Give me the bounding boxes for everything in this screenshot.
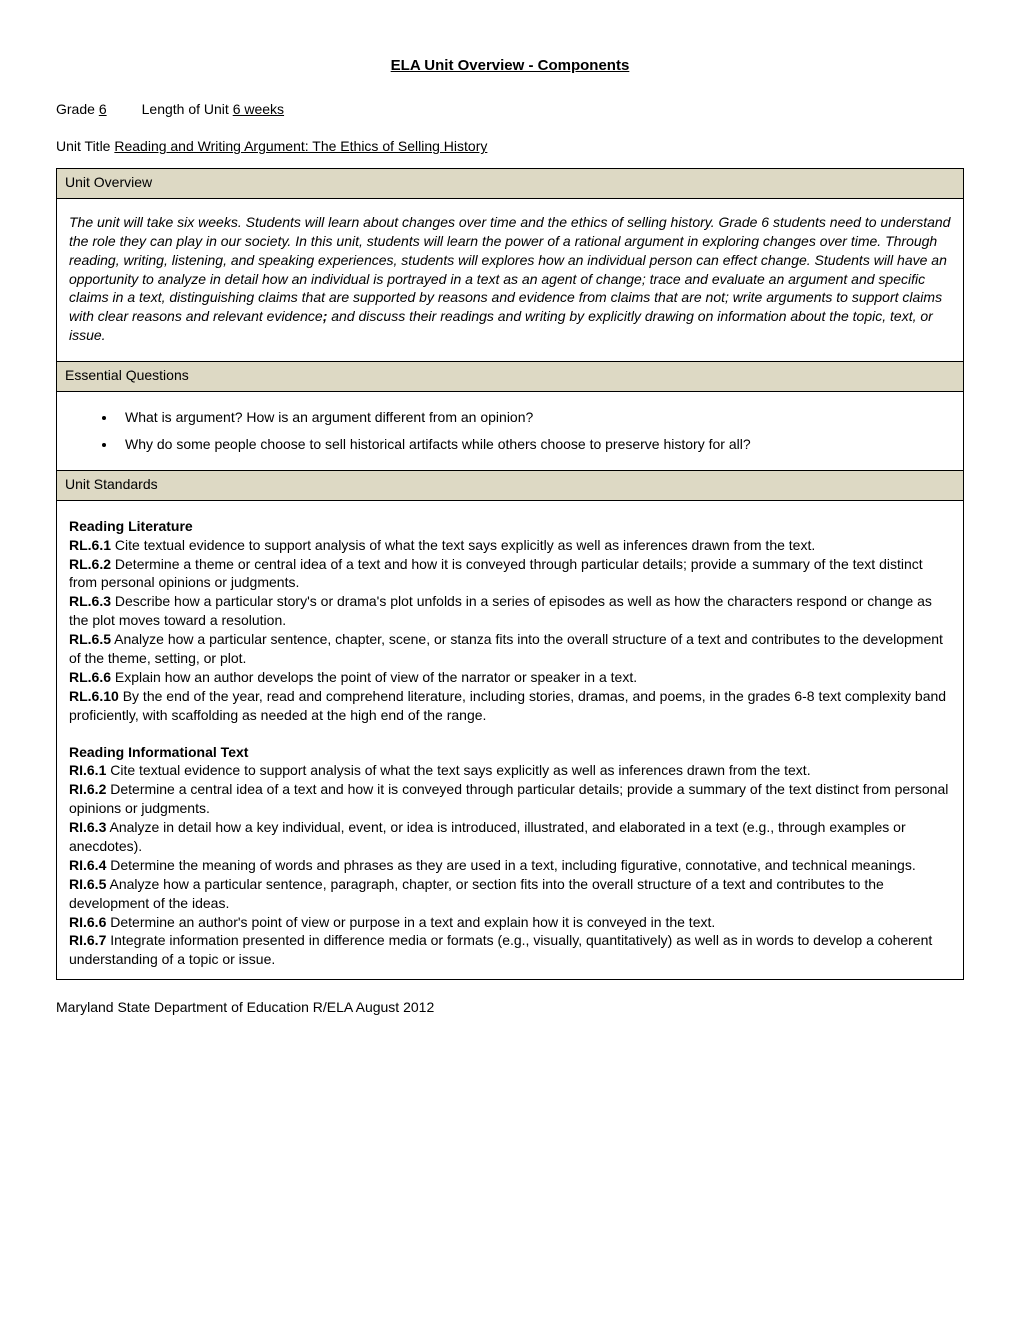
standard-item: RI.6.1 Cite textual evidence to support … — [69, 761, 951, 780]
page-title: ELA Unit Overview - Components — [56, 56, 964, 76]
standard-item: RL.6.2 Determine a theme or central idea… — [69, 555, 951, 593]
standard-text: Determine an author's point of view or p… — [106, 914, 715, 930]
meta-line: Grade 6 Length of Unit 6 weeks — [56, 100, 964, 119]
overview-body-cell: The unit will take six weeks. Students w… — [57, 198, 964, 361]
footer: Maryland State Department of Education R… — [56, 998, 964, 1017]
standard-item: RL.6.6 Explain how an author develops th… — [69, 668, 951, 687]
standard-code: RL.6.6 — [69, 669, 111, 685]
standard-text: Determine the meaning of words and phras… — [106, 857, 915, 873]
list-item: What is argument? How is an argument dif… — [117, 408, 955, 427]
unit-table: Unit Overview The unit will take six wee… — [56, 168, 964, 980]
standard-text: Integrate information presented in diffe… — [69, 932, 932, 967]
standard-text: Determine a theme or central idea of a t… — [69, 556, 923, 591]
grade-label: Grade — [56, 101, 95, 117]
standard-item: RI.6.5 Analyze how a particular sentence… — [69, 875, 951, 913]
standards-body: Reading LiteratureRL.6.1 Cite textual ev… — [65, 505, 955, 973]
standard-item: RL.6.1 Cite textual evidence to support … — [69, 536, 951, 555]
standard-text: Cite textual evidence to support analysi… — [111, 537, 815, 553]
standard-item: RI.6.3 Analyze in detail how a key indiv… — [69, 818, 951, 856]
standard-code: RI.6.6 — [69, 914, 106, 930]
standard-code: RI.6.2 — [69, 781, 106, 797]
standard-text: Explain how an author develops the point… — [111, 669, 637, 685]
standard-item: RL.6.5 Analyze how a particular sentence… — [69, 630, 951, 668]
standard-item: RI.6.4 Determine the meaning of words an… — [69, 856, 951, 875]
standard-code: RI.6.1 — [69, 762, 106, 778]
standard-item: RL.6.10 By the end of the year, read and… — [69, 687, 951, 725]
grade-value: 6 — [99, 101, 107, 117]
standards-header: Unit Standards — [57, 470, 964, 500]
overview-body: The unit will take six weeks. Students w… — [65, 203, 955, 355]
standard-text: By the end of the year, read and compreh… — [69, 688, 946, 723]
unit-title-line: Unit Title Reading and Writing Argument:… — [56, 137, 964, 156]
standard-text: Describe how a particular story's or dra… — [69, 593, 932, 628]
standard-code: RL.6.2 — [69, 556, 111, 572]
standard-code: RL.6.5 — [69, 631, 111, 647]
standards-body-cell: Reading LiteratureRL.6.1 Cite textual ev… — [57, 500, 964, 979]
standard-code: RI.6.5 — [69, 876, 106, 892]
length-label: Length of Unit — [142, 101, 229, 117]
standard-text: Analyze in detail how a key individual, … — [69, 819, 906, 854]
list-item: Why do some people choose to sell histor… — [117, 435, 955, 454]
standard-item: RL.6.3 Describe how a particular story's… — [69, 592, 951, 630]
standard-code: RL.6.3 — [69, 593, 111, 609]
overview-header: Unit Overview — [57, 169, 964, 199]
standard-code: RI.6.4 — [69, 857, 106, 873]
standards-group-title: Reading Literature — [69, 517, 951, 536]
eq-list: What is argument? How is an argument dif… — [65, 408, 955, 454]
standard-text: Cite textual evidence to support analysi… — [106, 762, 810, 778]
unit-title-label: Unit Title — [56, 138, 110, 154]
standard-code: RL.6.1 — [69, 537, 111, 553]
standard-text: Analyze how a particular sentence, chapt… — [69, 631, 943, 666]
unit-title-value: Reading and Writing Argument: The Ethics… — [114, 138, 487, 154]
standard-code: RI.6.7 — [69, 932, 106, 948]
standard-text: Analyze how a particular sentence, parag… — [69, 876, 884, 911]
standards-group-title: Reading Informational Text — [69, 743, 951, 762]
eq-body-cell: What is argument? How is an argument dif… — [57, 392, 964, 471]
standard-text: Determine a central idea of a text and h… — [69, 781, 948, 816]
eq-header: Essential Questions — [57, 362, 964, 392]
standard-item: RI.6.7 Integrate information presented i… — [69, 931, 951, 969]
standard-item: RI.6.6 Determine an author's point of vi… — [69, 913, 951, 932]
standard-code: RL.6.10 — [69, 688, 119, 704]
length-value: 6 weeks — [233, 101, 284, 117]
standard-code: RI.6.3 — [69, 819, 106, 835]
standard-item: RI.6.2 Determine a central idea of a tex… — [69, 780, 951, 818]
